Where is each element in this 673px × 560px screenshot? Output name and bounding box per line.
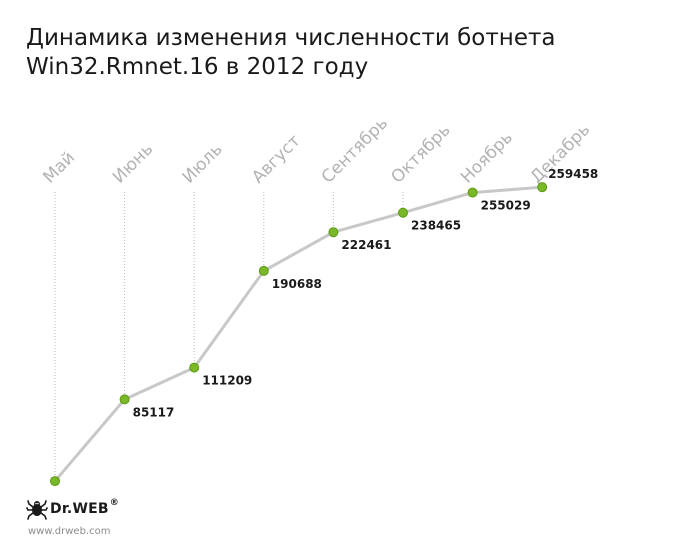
x-tick-label: Сентябрь bbox=[318, 113, 392, 187]
data-label: 238465 bbox=[411, 219, 461, 233]
data-label: 190688 bbox=[272, 277, 322, 291]
x-tick-label: Июль bbox=[179, 140, 227, 188]
data-point bbox=[537, 182, 548, 193]
data-points bbox=[50, 182, 548, 487]
data-labels: 85117 111209 190688 222461 238465 255029 25945… bbox=[133, 167, 599, 419]
website-url: www.drweb.com bbox=[28, 526, 111, 537]
data-point bbox=[398, 207, 408, 218]
data-label: 259458 bbox=[548, 167, 598, 181]
spider-icon bbox=[26, 500, 48, 520]
chart-title-line-1: Динамика изменения численности ботнета bbox=[26, 25, 556, 51]
grid-lines bbox=[54, 187, 543, 482]
data-point bbox=[258, 265, 269, 276]
drweb-logo: Dr.WEB ® www.drweb.com bbox=[26, 498, 119, 537]
data-point bbox=[467, 187, 478, 198]
data-point bbox=[328, 227, 339, 238]
chart-title: Динамика изменения численности ботнета W… bbox=[26, 24, 555, 82]
data-point bbox=[189, 362, 200, 373]
x-tick-label: Июнь bbox=[109, 139, 157, 187]
data-point bbox=[119, 394, 130, 405]
data-label: 85117 bbox=[133, 405, 175, 419]
data-label: 111209 bbox=[202, 374, 252, 388]
registered-mark: ® bbox=[109, 498, 119, 508]
x-tick-label: Август bbox=[248, 131, 305, 188]
x-tick-label: Ноябрь bbox=[457, 128, 517, 188]
data-label: 255029 bbox=[481, 199, 531, 213]
x-tick-label: Октябрь bbox=[387, 120, 454, 187]
logo-text: Dr.WEB bbox=[50, 501, 109, 517]
data-point bbox=[50, 476, 60, 487]
x-tick-label: Май bbox=[39, 148, 79, 188]
chart-title-line-2: Win32.Rmnet.16 в 2012 году bbox=[26, 54, 369, 80]
data-label: 222461 bbox=[341, 238, 391, 252]
series-line bbox=[53, 185, 544, 483]
series-line-group bbox=[53, 185, 544, 483]
